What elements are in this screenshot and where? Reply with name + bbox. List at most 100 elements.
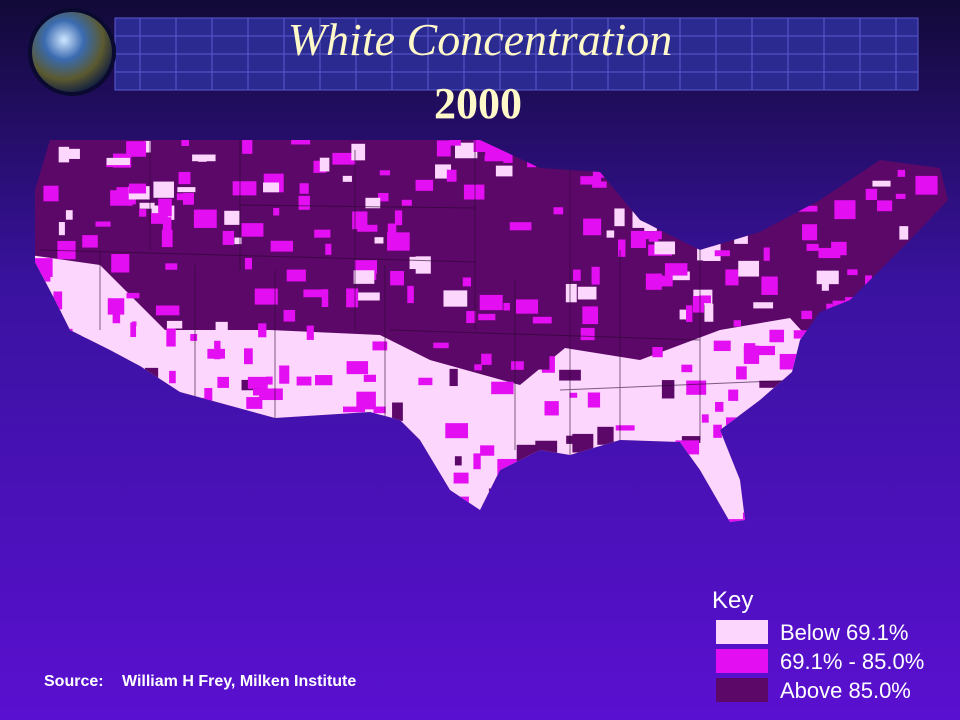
county-patch: [82, 235, 98, 248]
county-patch: [478, 313, 496, 321]
county-patch: [57, 240, 76, 260]
county-patch: [495, 165, 513, 177]
county-patch: [797, 205, 818, 212]
county-patch: [433, 342, 449, 349]
county-patch: [701, 414, 709, 423]
county-patch: [298, 195, 310, 210]
county-patch: [615, 425, 635, 431]
county-patch: [415, 179, 434, 191]
county-patch: [728, 389, 739, 401]
county-patch: [126, 141, 146, 157]
county-patch: [753, 302, 774, 309]
county-patch: [661, 380, 675, 399]
year: 2000: [434, 79, 522, 128]
county-patch: [806, 243, 819, 251]
county-patch: [169, 370, 176, 384]
county-patch: [821, 282, 829, 291]
county-patch: [454, 456, 462, 466]
county-patch: [130, 321, 137, 338]
county-patch: [111, 254, 130, 273]
county-patch: [207, 348, 225, 359]
county-patch: [553, 207, 564, 215]
county-patch: [291, 140, 311, 145]
county-patch: [53, 291, 63, 310]
county-patch: [618, 239, 626, 257]
county-patch: [681, 436, 701, 443]
county-patch: [455, 142, 478, 159]
county-patch: [319, 157, 330, 172]
county-patch: [418, 377, 433, 386]
county-patch: [834, 200, 856, 220]
county-patch: [503, 302, 510, 311]
county-patch: [65, 210, 73, 220]
county-patch: [43, 185, 59, 202]
county-patch: [818, 247, 841, 259]
county-patch: [150, 213, 168, 224]
county-patch: [342, 175, 352, 182]
county-patch: [491, 381, 514, 395]
county-patch: [681, 364, 693, 373]
county-patch: [299, 183, 309, 194]
county-patch: [580, 176, 602, 185]
county-patch: [181, 140, 189, 147]
county-patch: [166, 328, 176, 347]
county-patch: [379, 170, 391, 176]
county-patch: [436, 140, 451, 157]
county-patch: [387, 223, 397, 237]
county-patch: [234, 237, 242, 245]
county-patch: [356, 391, 376, 410]
title: White Concentration: [288, 14, 673, 65]
source-label: Source:: [44, 673, 104, 690]
county-patch: [826, 303, 833, 312]
county-patch: [258, 323, 267, 338]
county-patch: [372, 341, 388, 351]
legend-swatch: [716, 620, 768, 644]
county-patch: [463, 343, 472, 360]
county-patch: [394, 210, 403, 226]
county-patch: [686, 305, 693, 323]
county-patch: [377, 192, 389, 202]
legend-label: 69.1% - 85.0%: [780, 649, 924, 674]
county-patch: [387, 232, 410, 251]
county-patch: [509, 222, 532, 231]
county-patch: [139, 202, 155, 209]
county-patch: [449, 140, 461, 146]
county-patch: [64, 148, 80, 159]
county-patch: [592, 181, 607, 188]
county-patch: [763, 247, 770, 261]
county-patch: [801, 310, 813, 320]
county-patch: [112, 314, 121, 324]
county-patch: [583, 218, 602, 236]
county-patch: [215, 321, 228, 336]
county-patch: [725, 269, 739, 286]
county-patch: [443, 290, 468, 307]
county-patch: [654, 241, 676, 255]
county-patch: [449, 368, 458, 387]
county-patch: [473, 140, 495, 152]
county-patch: [480, 445, 495, 456]
county-patch: [582, 306, 599, 325]
legend: Key Below 69.1% 69.1% - 85.0% Above 85.0%: [712, 587, 924, 703]
county-patch: [198, 155, 207, 162]
county-patch: [597, 426, 614, 445]
county-patch: [158, 198, 172, 217]
county-patch: [95, 221, 111, 227]
county-patch: [246, 397, 263, 409]
county-patch: [544, 401, 559, 416]
county-patch: [592, 171, 610, 178]
county-patch: [343, 406, 365, 413]
county-patch: [692, 295, 704, 313]
county-patch: [670, 271, 690, 281]
county-patch: [365, 197, 381, 209]
county-patch: [565, 283, 577, 303]
county-patch: [178, 171, 191, 185]
county-patch: [407, 285, 414, 304]
county-patch: [532, 316, 552, 324]
county-patch: [153, 181, 174, 198]
county-patch: [224, 210, 240, 225]
county-patch: [614, 208, 625, 227]
county-patch: [325, 243, 332, 255]
county-patch: [126, 292, 140, 299]
globe: [32, 12, 112, 92]
